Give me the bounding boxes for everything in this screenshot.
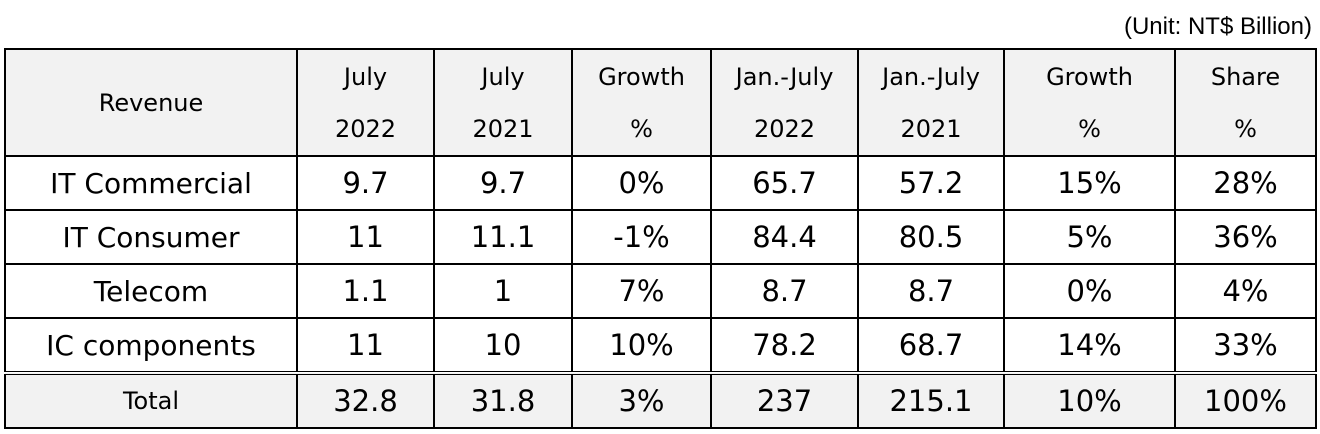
table-cell: 4% xyxy=(1174,263,1317,319)
table-cell: 1 xyxy=(433,263,573,319)
header-line1: July xyxy=(343,62,388,91)
unit-note: (Unit: NT$ Billion) xyxy=(1123,13,1312,40)
row-label: IT Consumer xyxy=(4,209,298,265)
header-line2: 2021 xyxy=(472,114,534,143)
table-row-it-consumer: IT Consumer 11 11.1 -1% 84.4 80.5 5% 36% xyxy=(4,209,1317,265)
header-line2: % xyxy=(1078,114,1101,143)
header-row: Revenue July 2022 July 2021 Growth % Jan… xyxy=(4,48,1317,157)
table-cell: 0% xyxy=(571,155,712,211)
table-cell: 8.7 xyxy=(857,263,1005,319)
table-cell: 9.7 xyxy=(433,155,573,211)
table-cell: 57.2 xyxy=(857,155,1005,211)
table-cell: 11 xyxy=(296,209,435,265)
table-cell: 10% xyxy=(1003,371,1176,429)
table-cell: 14% xyxy=(1003,317,1176,374)
table-row-total: Total 32.8 31.8 3% 237 215.1 10% 100% xyxy=(4,371,1317,429)
header-col-july-2021: July 2021 xyxy=(433,48,573,157)
header-col-july-2022: July 2022 xyxy=(296,48,435,157)
header-col-growth-monthly: Growth % xyxy=(571,48,712,157)
table-cell: 0% xyxy=(1003,263,1176,319)
header-revenue: Revenue xyxy=(4,48,298,157)
header-line1: Growth xyxy=(1046,62,1133,91)
table-cell: 237 xyxy=(710,371,859,429)
table-cell: 65.7 xyxy=(710,155,859,211)
header-line2: % xyxy=(630,114,653,143)
header-line2: 2021 xyxy=(900,114,962,143)
table-row-telecom: Telecom 1.1 1 7% 8.7 8.7 0% 4% xyxy=(4,263,1317,319)
table-cell: 28% xyxy=(1174,155,1317,211)
header-col-jan-july-2021: Jan.-July 2021 xyxy=(857,48,1005,157)
table-cell: -1% xyxy=(571,209,712,265)
row-label: IT Commercial xyxy=(4,155,298,211)
table-cell: 36% xyxy=(1174,209,1317,265)
table-cell: 78.2 xyxy=(710,317,859,374)
table-cell: 11 xyxy=(296,317,435,374)
header-line2: 2022 xyxy=(753,114,816,143)
table-cell: 7% xyxy=(571,263,712,319)
table-cell: 100% xyxy=(1174,371,1317,429)
header-col-jan-july-2022: Jan.-July 2022 xyxy=(710,48,859,157)
table-row-it-commercial: IT Commercial 9.7 9.7 0% 65.7 57.2 15% 2… xyxy=(4,155,1317,211)
header-line1: Share xyxy=(1210,62,1281,91)
table-cell: 10% xyxy=(571,317,712,374)
total-label: Total xyxy=(4,371,298,429)
table-cell: 3% xyxy=(571,371,712,429)
table-row-ic-components: IC components 11 10 10% 78.2 68.7 14% 33… xyxy=(4,317,1317,374)
table-cell: 33% xyxy=(1174,317,1317,374)
header-line1: Jan.-July xyxy=(735,62,834,91)
table-cell: 11.1 xyxy=(433,209,573,265)
table-cell: 8.7 xyxy=(710,263,859,319)
row-label: Telecom xyxy=(4,263,298,319)
table-cell: 15% xyxy=(1003,155,1176,211)
header-line1: Growth xyxy=(598,62,685,91)
row-label: IC components xyxy=(4,317,298,374)
table-cell: 84.4 xyxy=(710,209,859,265)
table-cell: 68.7 xyxy=(857,317,1005,374)
table-cell: 80.5 xyxy=(857,209,1005,265)
table-cell: 10 xyxy=(433,317,573,374)
table-cell: 1.1 xyxy=(296,263,435,319)
header-line2: % xyxy=(1234,114,1257,143)
header-line1: Jan.-July xyxy=(882,62,980,91)
revenue-table: Revenue July 2022 July 2021 Growth % Jan… xyxy=(4,48,1317,429)
header-col-share: Share % xyxy=(1174,48,1317,157)
table-cell: 32.8 xyxy=(296,371,435,429)
header-revenue-label: Revenue xyxy=(98,88,204,117)
table-cell: 5% xyxy=(1003,209,1176,265)
table-cell: 9.7 xyxy=(296,155,435,211)
header-line1: July xyxy=(481,62,525,91)
header-col-growth-ytd: Growth % xyxy=(1003,48,1176,157)
table-cell: 215.1 xyxy=(857,371,1005,429)
header-line2: 2022 xyxy=(334,114,397,143)
table-cell: 31.8 xyxy=(433,371,573,429)
